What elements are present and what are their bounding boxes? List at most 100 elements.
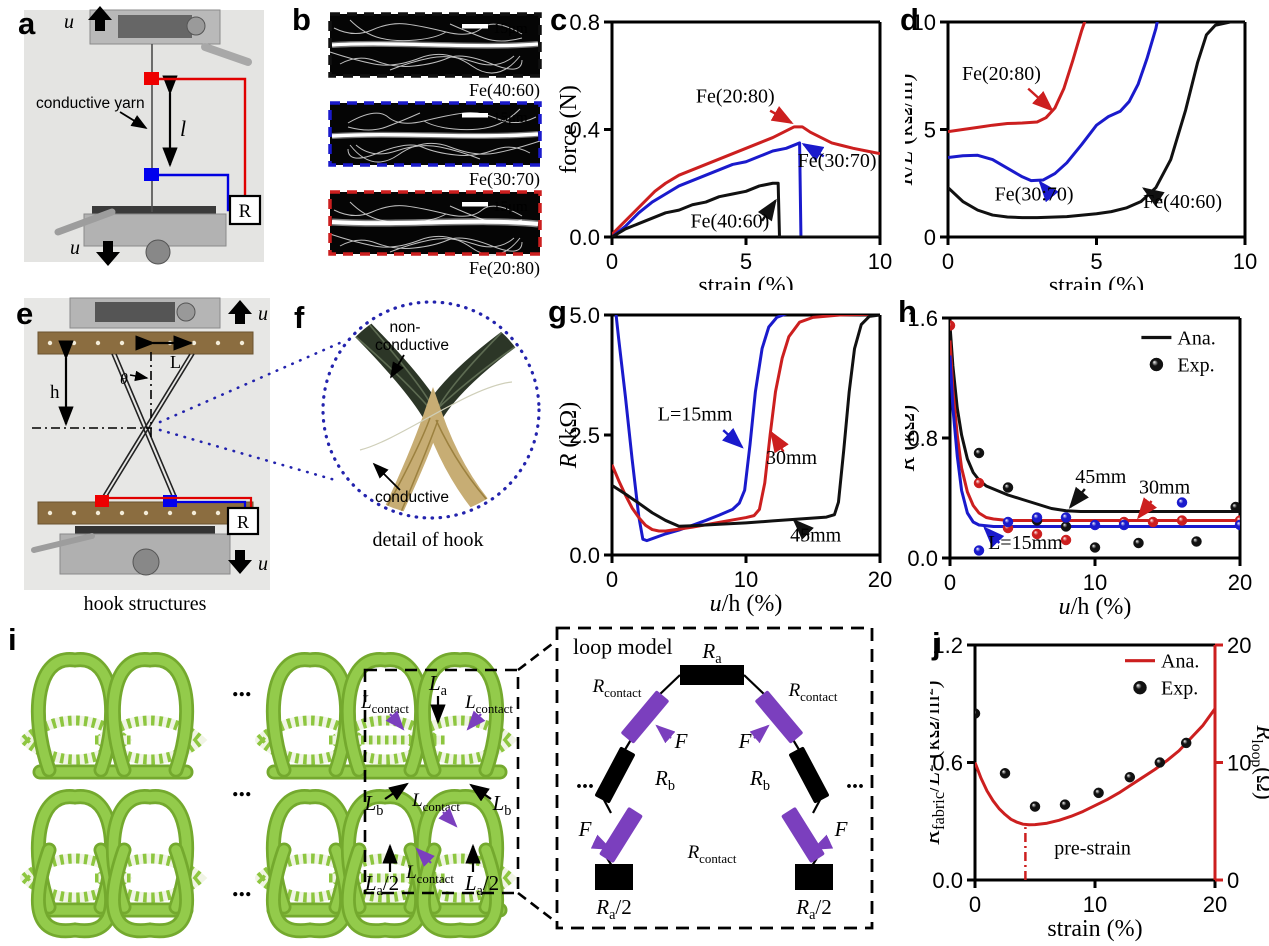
- svg-text:strain (%): strain (%): [698, 273, 793, 290]
- panel-letter-b: b: [292, 2, 311, 37]
- svg-text:Ana.: Ana.: [1161, 651, 1199, 673]
- svg-text:Rloop(Ω): Rloop(Ω): [1248, 724, 1269, 799]
- F-label-top-left: F: [674, 729, 688, 753]
- Ra-label: Ra: [701, 639, 722, 667]
- panel-i-knit-fabric: ... ... ... La Lcontact Lcontact Lb Lb L…: [20, 642, 553, 939]
- resistor-Ra-half-left: [595, 864, 633, 890]
- La-half-label-left: La/2: [364, 871, 399, 899]
- electrode-marker-blue: [163, 495, 177, 507]
- Lcontact-arrow-mid-icon: [438, 807, 458, 828]
- svg-text:0.8: 0.8: [907, 426, 938, 451]
- svg-text:0: 0: [924, 225, 936, 250]
- resistor-Rcontact-bottom-left: [599, 807, 643, 863]
- blue-wire: [177, 500, 247, 508]
- Lb-arrow-right-icon: [469, 783, 492, 802]
- svg-text:5: 5: [1090, 249, 1102, 274]
- F-arrow-top-right-icon: [749, 724, 770, 744]
- down-arrow-icon: [96, 241, 120, 266]
- micrograph-label: Fe(30:70): [469, 169, 540, 190]
- Ra-half-label-left: Ra/2: [595, 895, 632, 923]
- F-arrow-top-left-icon: [655, 724, 676, 744]
- displacement-label-bottom: u: [258, 553, 268, 575]
- resistor-Rb-left: [595, 746, 635, 804]
- top-clamp: [89, 9, 252, 66]
- svg-text:strain (%): strain (%): [1047, 916, 1142, 942]
- loop-model-circuit: loop model Ra Rcontact Rcontact F F Rb R…: [555, 626, 874, 930]
- up-arrow-icon: [88, 6, 112, 31]
- Lcontact-label-tl: Lcontact: [360, 692, 409, 716]
- Lb-label-right: Lb: [492, 791, 512, 819]
- resistance-per-length-chart: 0 5 10 0 5 10 strain (%) R/L (kΩ/m) Fe(20:80) Fe(…: [905, 0, 1269, 290]
- up-arrow-icon: [228, 300, 252, 324]
- svg-text:0: 0: [969, 892, 981, 917]
- svg-text:20: 20: [1228, 570, 1252, 595]
- theta-label: θ: [120, 371, 128, 388]
- zoom-connector-top: [517, 642, 553, 672]
- svg-text:10: 10: [734, 567, 758, 592]
- dashed-border: [328, 190, 542, 256]
- micrograph-Fe30-70: 15μm Fe(30:70): [328, 101, 542, 190]
- F-arrow-bottom-right-icon: [812, 834, 834, 850]
- svg-text:Ana.: Ana.: [1177, 328, 1215, 350]
- non-conductive-label-line2: conductive: [375, 337, 449, 354]
- displacement-label-bottom: u: [70, 237, 80, 259]
- scale-label: 15μm: [493, 21, 528, 37]
- svg-text:...: ...: [232, 773, 252, 802]
- loop-model-dashed-box: [555, 626, 874, 930]
- micrograph-Fe40-60: 15μm Fe(40:60): [328, 12, 542, 101]
- svg-text:0.0: 0.0: [569, 543, 600, 568]
- svg-text:u/h (%): u/h (%): [1059, 594, 1132, 620]
- loop-model-title: loop model: [573, 634, 673, 659]
- resistance-meter-box: [226, 506, 260, 536]
- svg-text:Exp.: Exp.: [1161, 678, 1198, 700]
- conductive-label: conductive: [375, 489, 449, 506]
- F-label-bottom-right: F: [834, 817, 848, 841]
- Ra-half-label-right: Ra/2: [795, 895, 832, 923]
- panel-f-caption: detail of hook: [372, 529, 483, 551]
- svg-text:Fe(30:70): Fe(30:70): [995, 183, 1074, 205]
- svg-text:Fe(40:60): Fe(40:60): [1143, 191, 1222, 213]
- svg-text:10: 10: [1227, 751, 1251, 776]
- resistor-Rcontact-top-right: [755, 690, 803, 744]
- Rcontact-label-right: Rcontact: [788, 680, 838, 704]
- Lb-label-left: Lb: [364, 791, 384, 819]
- theta-arrow-icon: [129, 370, 149, 382]
- resistance-meter-label: R: [237, 512, 249, 532]
- panel-letter-c: c: [550, 2, 568, 37]
- panel-b-micrographs: 15μm Fe(40:60) 15μm Fe(30:70) 15μm Fe(20…: [328, 12, 542, 279]
- top-clamp: [69, 297, 221, 329]
- svg-text:Rfabric/L² (kΩ/m²): Rfabric/L² (kΩ/m²): [930, 680, 948, 845]
- svg-text:0.8: 0.8: [569, 10, 600, 35]
- scale-bar: [462, 202, 488, 207]
- svg-text:...: ...: [232, 873, 252, 902]
- scale-label: 15μm: [493, 110, 528, 126]
- svg-text:10: 10: [1083, 892, 1107, 917]
- svg-text:Fe(40:60): Fe(40:60): [690, 211, 769, 233]
- svg-text:0: 0: [942, 249, 954, 274]
- micrograph-Fe20-80: 15μm Fe(20:80): [328, 190, 542, 279]
- svg-text:Fe(30:70): Fe(30:70): [798, 150, 877, 172]
- panel-e-caption: hook structures: [84, 593, 207, 615]
- svg-text:20: 20: [1203, 892, 1227, 917]
- panel-letter-g: g: [548, 294, 567, 329]
- panel-letter-f: f: [294, 300, 305, 335]
- Rb-label-left: Rb: [654, 766, 675, 794]
- hook-ana-exp-chart: 0 10 20 0.0 0.8 1.6 u/h (%) R (kΩ) 45mm 30mm L=15m…: [905, 290, 1269, 620]
- Rcontact-label-bottom: Rcontact: [687, 842, 737, 866]
- scale-label: 15μm: [493, 199, 528, 215]
- micrograph-label: Fe(20:80): [469, 258, 540, 279]
- electrode-marker-red: [144, 72, 159, 85]
- micrograph-label: Fe(40:60): [469, 80, 540, 101]
- conductive-yarn: [379, 386, 500, 515]
- svg-text:...: ...: [232, 673, 252, 702]
- panel-letter-h: h: [898, 294, 917, 329]
- svg-text:5.0: 5.0: [569, 303, 600, 328]
- L-label: L: [170, 352, 181, 372]
- resistor-Rb-right: [789, 746, 829, 804]
- svg-text:0.0: 0.0: [907, 546, 938, 571]
- stray-fiber: [359, 381, 513, 451]
- F-label-bottom-left: F: [578, 817, 592, 841]
- electrode-marker-blue: [144, 168, 159, 181]
- panel-e-f-group: h L θ R u u hook structures: [24, 297, 541, 615]
